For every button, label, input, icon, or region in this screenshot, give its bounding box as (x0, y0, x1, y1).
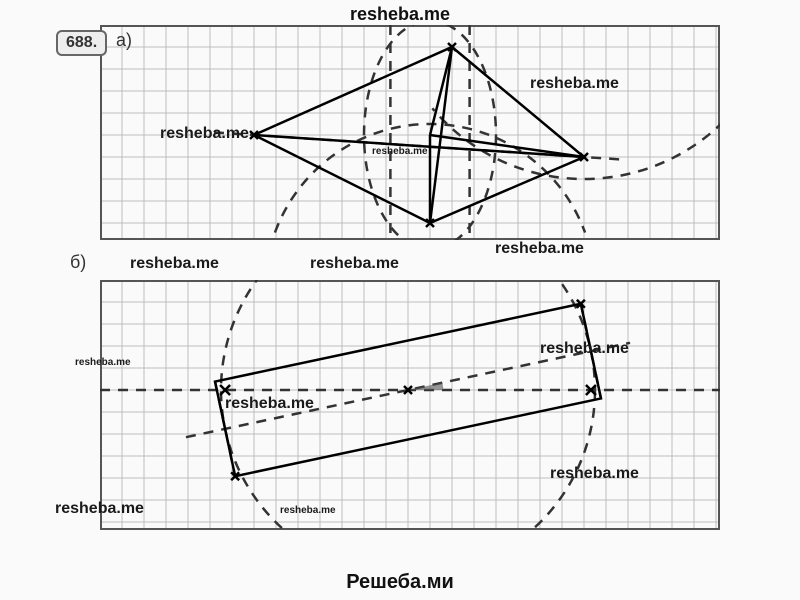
watermark-text: resheba.me (225, 395, 314, 413)
watermark-text: resheba.me (310, 255, 399, 273)
header-watermark: resheba.me (0, 4, 800, 25)
watermark-text: resheba.me (550, 465, 639, 483)
watermark-text: resheba.me (280, 505, 336, 516)
subpart-b-label: б) (70, 252, 86, 273)
watermark-text: resheba.me (495, 240, 584, 258)
construction-lines-b (100, 280, 720, 530)
watermark-text: resheba.me (55, 500, 144, 518)
problem-number-box: 688. (56, 30, 107, 56)
watermark-text: resheba.me (540, 340, 629, 358)
panel-b-border (101, 281, 719, 529)
watermark-text: resheba.me (75, 357, 131, 368)
watermark-text: resheba.me (160, 125, 249, 143)
watermark-text: resheba.me (372, 146, 428, 157)
footer-watermark: Решеба.ми (0, 571, 800, 594)
grid-b (100, 280, 720, 530)
figure-panel-b (100, 280, 720, 530)
subpart-a-label: а) (116, 30, 132, 51)
figure-b-svg (100, 280, 720, 530)
watermark-text: resheba.me (530, 75, 619, 93)
watermark-text: resheba.me (130, 255, 219, 273)
